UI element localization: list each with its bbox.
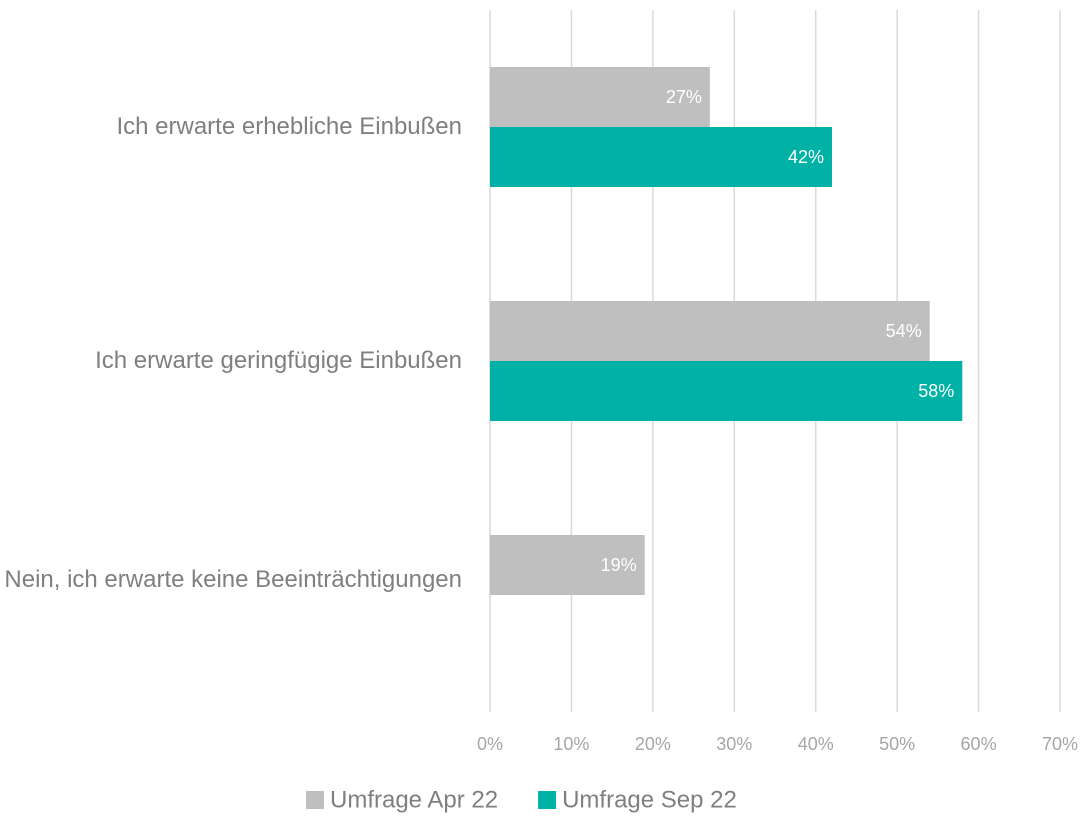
legend-swatch — [306, 791, 324, 809]
x-tick-label: 40% — [798, 734, 834, 754]
x-tick-label: 50% — [879, 734, 915, 754]
category-text: Ich erwarte erhebliche Einbußen — [116, 113, 462, 140]
category-text: Nein, ich erwarte keine Beeinträchtigung… — [4, 566, 462, 593]
x-tick-label: 10% — [553, 734, 589, 754]
data-label: 54% — [886, 321, 922, 341]
x-tick-label: 0% — [477, 734, 503, 754]
legend-label: Umfrage Apr 22 — [330, 786, 498, 813]
legend-label: Umfrage Sep 22 — [562, 786, 737, 813]
data-label: 27% — [666, 87, 702, 107]
bar — [490, 67, 710, 127]
data-label: 42% — [788, 147, 824, 167]
x-tick-label: 70% — [1042, 734, 1078, 754]
bar — [490, 127, 832, 187]
category-label: Ich erwarte erhebliche Einbußen — [116, 109, 462, 145]
category-label: Nein, ich erwarte keine Beeinträchtigung… — [4, 562, 462, 598]
bar — [490, 535, 645, 595]
x-tick-label: 20% — [635, 734, 671, 754]
x-tick-label: 60% — [961, 734, 997, 754]
bar — [490, 301, 930, 361]
x-tick-label: 30% — [716, 734, 752, 754]
category-label: Ich erwarte geringfügige Einbußen — [95, 343, 462, 379]
legend-swatch — [538, 791, 557, 809]
category-text: Ich erwarte geringfügige Einbußen — [95, 347, 462, 374]
data-label: 58% — [918, 381, 954, 401]
bar — [490, 361, 963, 421]
data-label: 19% — [601, 555, 637, 575]
